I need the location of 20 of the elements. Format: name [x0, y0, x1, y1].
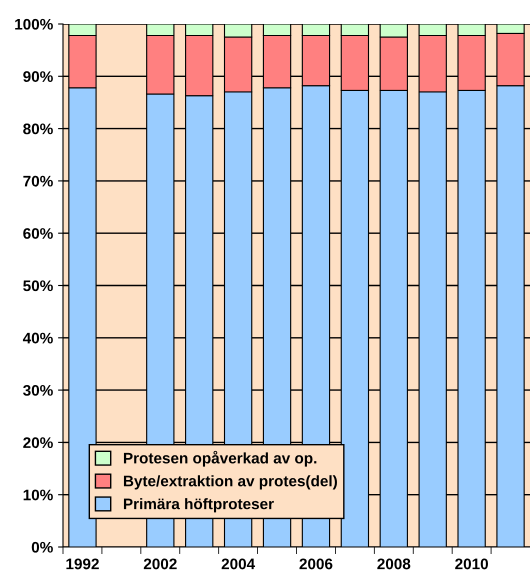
y-tick-label: 90% [23, 71, 53, 82]
y-tick-label: 30% [23, 384, 53, 396]
legend-label: Protesen opåverkad av op. [124, 450, 316, 467]
y-tick-label: 50% [23, 280, 53, 292]
legend-label: Primära höftproteser [124, 498, 274, 512]
y-tick-label: 0% [32, 542, 53, 553]
x-tick-label: 2004 [222, 558, 256, 570]
x-tick-label: 1992 [66, 558, 99, 570]
x-tick-label: 2006 [299, 558, 332, 570]
y-tick-label: 60% [23, 228, 53, 239]
y-tick-label: 100% [15, 18, 53, 30]
x-tick-label: 2010 [455, 558, 488, 570]
y-tick-label: 10% [24, 490, 53, 500]
x-tick-label: 2008 [377, 558, 410, 570]
legend-label: Byte/extraktion av protes(del) [124, 475, 337, 490]
y-tick-label: 20% [23, 437, 53, 448]
x-tick-label: 2002 [144, 558, 177, 570]
y-tick-label: 80% [23, 123, 53, 134]
y-tick-label: 70% [23, 176, 53, 187]
y-tick-label: 40% [22, 332, 53, 344]
